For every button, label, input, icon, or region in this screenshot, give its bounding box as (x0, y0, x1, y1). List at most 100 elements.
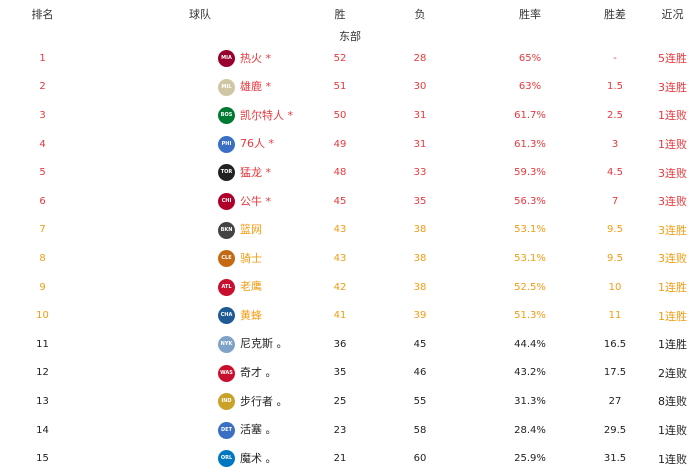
win-pct: 25.9% (514, 453, 546, 465)
team-cell[interactable]: CHA 黄蜂 (85, 301, 315, 330)
games-behind: 4.5 (607, 167, 623, 179)
wins: 43 (333, 252, 347, 264)
wins: 50 (333, 109, 347, 121)
team-cell[interactable]: ORL 魔术 。 (85, 444, 315, 473)
table-row: 2 MIL 雄鹿 * 51 30 63% 1.5 3连胜 (0, 73, 700, 102)
rank: 11 (36, 338, 49, 350)
team-cell[interactable]: WAS 奇才 。 (85, 359, 315, 388)
team-cell[interactable]: PHI 76人 * (85, 130, 315, 159)
win-pct: 53.1% (514, 224, 546, 236)
table-row: 8 CLE 骑士 43 38 53.1% 9.5 3连败 (0, 244, 700, 273)
wins: 52 (333, 52, 347, 64)
team-name[interactable]: 凯尔特人 * (240, 108, 293, 122)
team-name[interactable]: 尼克斯 。 (240, 337, 288, 351)
header-wins: 胜 (334, 8, 346, 21)
header-losses: 负 (414, 8, 426, 21)
team-name[interactable]: 76人 * (240, 137, 274, 151)
team-logo-icon: ATL (218, 278, 235, 296)
header-streak: 近况 (661, 8, 684, 21)
wins: 21 (333, 453, 347, 465)
team-cell[interactable]: MIL 雄鹿 * (85, 73, 315, 102)
header-team: 球队 (189, 8, 211, 21)
wins: 41 (333, 310, 347, 322)
streak: 5连胜 (658, 52, 687, 66)
win-pct: 51.3% (514, 310, 546, 322)
rank: 9 (39, 281, 46, 293)
rank: 13 (36, 395, 49, 407)
wins: 48 (333, 167, 347, 179)
table-row: 5 TOR 猛龙 * 48 33 59.3% 4.5 3连败 (0, 158, 700, 187)
table-row: 12 WAS 奇才 。 35 46 43.2% 17.5 2连败 (0, 359, 700, 388)
rank: 10 (36, 310, 49, 322)
team-logo-icon: WAS (218, 364, 235, 382)
team-cell[interactable]: CHI 公牛 * (85, 187, 315, 216)
win-pct: 52.5% (514, 281, 546, 293)
team-logo-icon: IND (218, 393, 235, 411)
team-name[interactable]: 活塞 。 (240, 423, 277, 437)
games-behind: 3 (611, 138, 619, 150)
team-name[interactable]: 老鹰 (240, 280, 262, 294)
win-pct: 63% (518, 81, 542, 93)
games-behind: 1.5 (607, 81, 623, 93)
table-row: 15 ORL 魔术 。 21 60 25.9% 31.5 1连败 (0, 444, 700, 473)
conference-label: 东部 (339, 30, 361, 43)
team-name[interactable]: 公牛 * (240, 194, 271, 208)
streak: 1连败 (658, 424, 687, 438)
team-name[interactable]: 雄鹿 * (240, 80, 271, 94)
team-logo-icon: CHA (218, 307, 235, 325)
team-cell[interactable]: DET 活塞 。 (85, 416, 315, 445)
team-cell[interactable]: BOS 凯尔特人 * (85, 101, 315, 130)
team-name[interactable]: 热火 * (240, 51, 271, 65)
team-name[interactable]: 猛龙 * (240, 165, 271, 179)
team-name[interactable]: 魔术 。 (240, 451, 277, 465)
team-name[interactable]: 步行者 。 (240, 394, 288, 408)
team-cell[interactable]: MIA 热火 * (85, 44, 315, 73)
losses: 31 (413, 109, 427, 121)
games-behind: 17.5 (603, 367, 627, 379)
team-name[interactable]: 奇才 。 (240, 366, 277, 380)
games-behind: 2.5 (607, 109, 623, 121)
rank: 8 (39, 252, 46, 264)
team-cell[interactable]: BKN 篮网 (85, 216, 315, 245)
losses: 38 (413, 224, 427, 236)
header-rank: 排名 (31, 8, 54, 21)
team-logo-icon: NYK (218, 335, 235, 353)
games-behind: 11 (608, 310, 622, 322)
team-cell[interactable]: IND 步行者 。 (85, 387, 315, 416)
wins: 36 (333, 338, 347, 350)
losses: 38 (413, 252, 427, 264)
team-cell[interactable]: TOR 猛龙 * (85, 158, 315, 187)
table-row: 7 BKN 篮网 43 38 53.1% 9.5 3连胜 (0, 216, 700, 245)
team-logo-icon: BKN (218, 221, 235, 239)
team-logo-icon: ORL (218, 450, 235, 468)
losses: 58 (413, 424, 427, 436)
rank: 3 (39, 109, 46, 121)
win-pct: 43.2% (514, 367, 546, 379)
rank: 15 (36, 453, 49, 465)
losses: 28 (413, 52, 427, 64)
wins: 51 (333, 81, 347, 93)
win-pct: 28.4% (514, 424, 546, 436)
streak: 8连败 (658, 395, 687, 409)
wins: 25 (333, 395, 347, 407)
games-behind: 9.5 (607, 252, 623, 264)
losses: 60 (413, 453, 427, 465)
team-name[interactable]: 黄蜂 (240, 308, 262, 322)
team-name[interactable]: 骑士 (240, 251, 262, 265)
rank: 7 (39, 224, 46, 236)
losses: 31 (413, 138, 427, 150)
win-pct: 44.4% (514, 338, 546, 350)
rank: 1 (39, 52, 46, 64)
team-cell[interactable]: NYK 尼克斯 。 (85, 330, 315, 359)
streak: 3连胜 (658, 80, 687, 94)
games-behind: 16.5 (603, 338, 627, 350)
team-cell[interactable]: ATL 老鹰 (85, 273, 315, 302)
team-name[interactable]: 篮网 (240, 223, 262, 237)
losses: 38 (413, 281, 427, 293)
games-behind: 27 (608, 395, 622, 407)
rank: 14 (36, 424, 49, 436)
team-cell[interactable]: CLE 骑士 (85, 244, 315, 273)
table-row: 6 CHI 公牛 * 45 35 56.3% 7 3连败 (0, 187, 700, 216)
rank: 6 (39, 195, 46, 207)
header-games-behind: 胜差 (604, 8, 626, 21)
